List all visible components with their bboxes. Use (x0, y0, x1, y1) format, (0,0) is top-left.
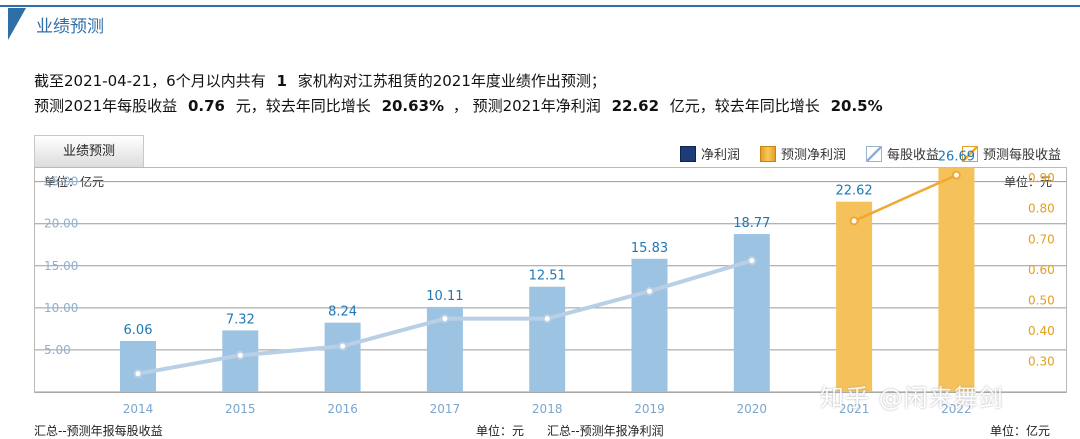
eps-summary-caption: 汇总--预测年报每股收益 (34, 424, 163, 438)
net-profit-growth-value: 20.5% (830, 97, 883, 115)
bottom-unit-yuan: 单位：元 (476, 424, 525, 438)
section-header: 业绩预测 (0, 0, 1080, 40)
bar-value-label: 7.32 (226, 312, 255, 327)
summary-line-1: 截至2021-04-21，6个月以内共有 1 家机构对江苏租赁的2021年度业绩… (34, 70, 606, 91)
eps-point (747, 256, 757, 266)
summary-text: 亿元，较去年同比增长 (669, 97, 820, 115)
legend-item-net-profit[interactable]: 净利润 (680, 144, 740, 163)
legend-item-eps[interactable]: 每股收益 (866, 144, 939, 163)
diagonal-line-swatch-orange-icon (962, 145, 978, 162)
legend-label: 净利润 (701, 148, 741, 163)
eps-forecast-value: 0.76 (187, 97, 225, 115)
eps-point (235, 350, 245, 360)
legend-label: 每股收益 (887, 148, 940, 163)
forecast-eps-point (849, 216, 859, 226)
x-axis-tick-label: 2020 (737, 402, 768, 416)
net-profit-summary-caption: 汇总--预测年报净利润 (547, 424, 664, 438)
net-profit-bar (631, 258, 668, 392)
bar-value-label: 26.69 (938, 149, 975, 164)
left-axis-tick-label: 5.00 (44, 343, 71, 357)
right-axis-tick-label: 0.70 (1028, 232, 1055, 246)
legend-label: 预测净利润 (781, 148, 847, 163)
legend-item-forecast-net-profit[interactable]: 预测净利润 (760, 144, 846, 163)
x-axis-tick-label: 2015 (225, 402, 256, 416)
tab-forecast[interactable]: 业绩预测 (34, 135, 144, 167)
navy-swatch-icon (680, 145, 696, 162)
summary-text: 元，较去年同比增长 (235, 97, 371, 115)
section-title: 业绩预测 (36, 17, 104, 37)
eps-point (440, 314, 450, 324)
summary-text: ， 预测2021年净利润 (452, 97, 601, 115)
net-profit-forecast-value: 22.62 (611, 97, 660, 115)
eps-point (542, 314, 552, 324)
eps-growth-value: 20.63% (381, 97, 445, 115)
right-axis-tick-label: 0.90 (1028, 171, 1055, 185)
diagonal-line-swatch-icon (866, 145, 882, 162)
x-axis-tick-label: 2019 (634, 402, 665, 416)
x-axis-tick-label: 2018 (532, 402, 563, 416)
right-axis-tick-label: 0.40 (1028, 324, 1055, 338)
right-axis-tick-label: 0.60 (1028, 263, 1055, 277)
x-axis-tick-label: 2021 (839, 402, 870, 416)
bar-value-label: 10.11 (426, 289, 463, 304)
header-corner-triangle (8, 8, 26, 40)
summary-text: 预测2021年每股收益 (34, 97, 178, 115)
bar-value-label: 8.24 (328, 305, 357, 320)
institution-count: 1 (276, 72, 287, 90)
bottom-unit-yi-yuan: 单位：亿元 (990, 424, 1051, 438)
legend-item-forecast-eps[interactable]: 预测每股收益 (962, 144, 1061, 163)
net-profit-bar (222, 330, 259, 392)
x-axis-tick-label: 2014 (123, 402, 154, 416)
x-axis-tick-label: 2016 (327, 402, 358, 416)
net-profit-bar (324, 322, 361, 392)
x-axis-tick-label: 2017 (430, 402, 461, 416)
net-profit-bar (120, 341, 156, 392)
forecast-eps-line (852, 173, 958, 223)
bar-value-label: 18.77 (733, 216, 770, 231)
left-axis-tick-label: 20.00 (44, 217, 78, 231)
eps-point (645, 286, 654, 296)
eps-point (133, 369, 143, 379)
x-axis-tick-label: 2022 (941, 402, 972, 416)
bar-value-label: 22.62 (835, 184, 872, 199)
forecast-bar (836, 201, 873, 392)
net-profit-bar (529, 286, 566, 392)
left-axis-tick-label: 15.00 (44, 259, 78, 273)
orange-swatch-icon (760, 145, 776, 162)
eps-point (338, 341, 348, 351)
bar-value-label: 12.51 (529, 269, 566, 284)
header-rule (0, 5, 1080, 7)
forecast-bar (938, 167, 975, 392)
summary-text: 家机构对江苏租赁的2021年度业绩作出预测； (297, 72, 606, 90)
summary-text: 截至2021-04-21，6个月以内共有 (34, 72, 266, 90)
bar-value-label: 6.06 (124, 323, 153, 338)
right-axis-tick-label: 0.50 (1028, 293, 1055, 307)
summary-line-2: 预测2021年每股收益 0.76 元，较去年同比增长 20.63% ， 预测20… (34, 95, 889, 116)
left-axis-tick-label: 10.00 (44, 301, 78, 315)
forecast-eps-point (951, 170, 961, 180)
right-axis-tick-label: 0.80 (1028, 202, 1055, 216)
left-axis-tick-label: 25.00 (44, 175, 78, 189)
bar-value-label: 15.83 (631, 241, 668, 256)
right-axis-tick-label: 0.30 (1028, 354, 1055, 368)
watermark: 知乎 @闲来舞剑 (820, 384, 1004, 412)
legend-label: 预测每股收益 (983, 148, 1062, 163)
